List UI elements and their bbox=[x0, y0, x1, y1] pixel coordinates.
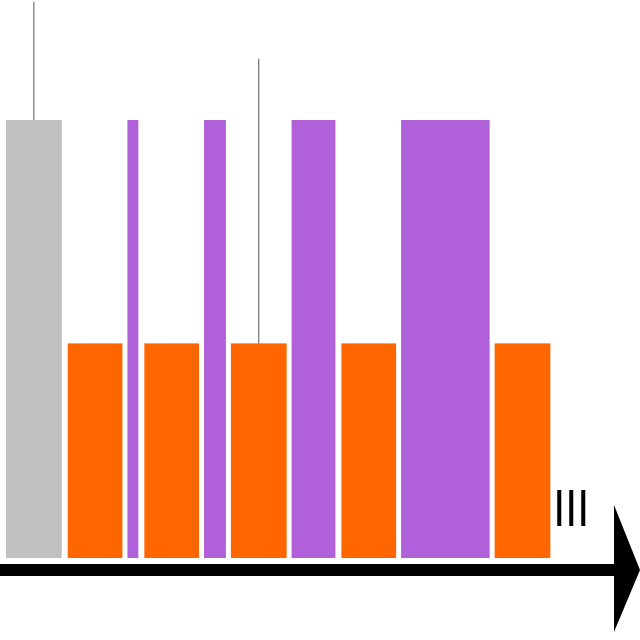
bar-orange-8 bbox=[341, 343, 397, 558]
bar-purple-7 bbox=[291, 120, 336, 558]
bar-orange-10 bbox=[494, 343, 551, 558]
markers-layer bbox=[33, 1, 260, 344]
continuation-tick-2 bbox=[569, 490, 574, 526]
x-axis-arrowhead bbox=[614, 505, 640, 632]
continuation-tick-3 bbox=[581, 490, 586, 526]
continuation-marks bbox=[557, 490, 586, 526]
bar-orange-4 bbox=[144, 343, 200, 558]
x-axis bbox=[0, 505, 640, 632]
bars-layer bbox=[6, 120, 551, 558]
bar-orange-6 bbox=[230, 343, 287, 558]
bar-purple-9 bbox=[401, 120, 490, 558]
bar-gray-1 bbox=[6, 120, 62, 558]
bar-purple-5 bbox=[204, 120, 226, 558]
continuation-tick-1 bbox=[557, 490, 562, 526]
bar-orange-2 bbox=[67, 343, 123, 558]
bar-purple-3 bbox=[127, 120, 139, 558]
